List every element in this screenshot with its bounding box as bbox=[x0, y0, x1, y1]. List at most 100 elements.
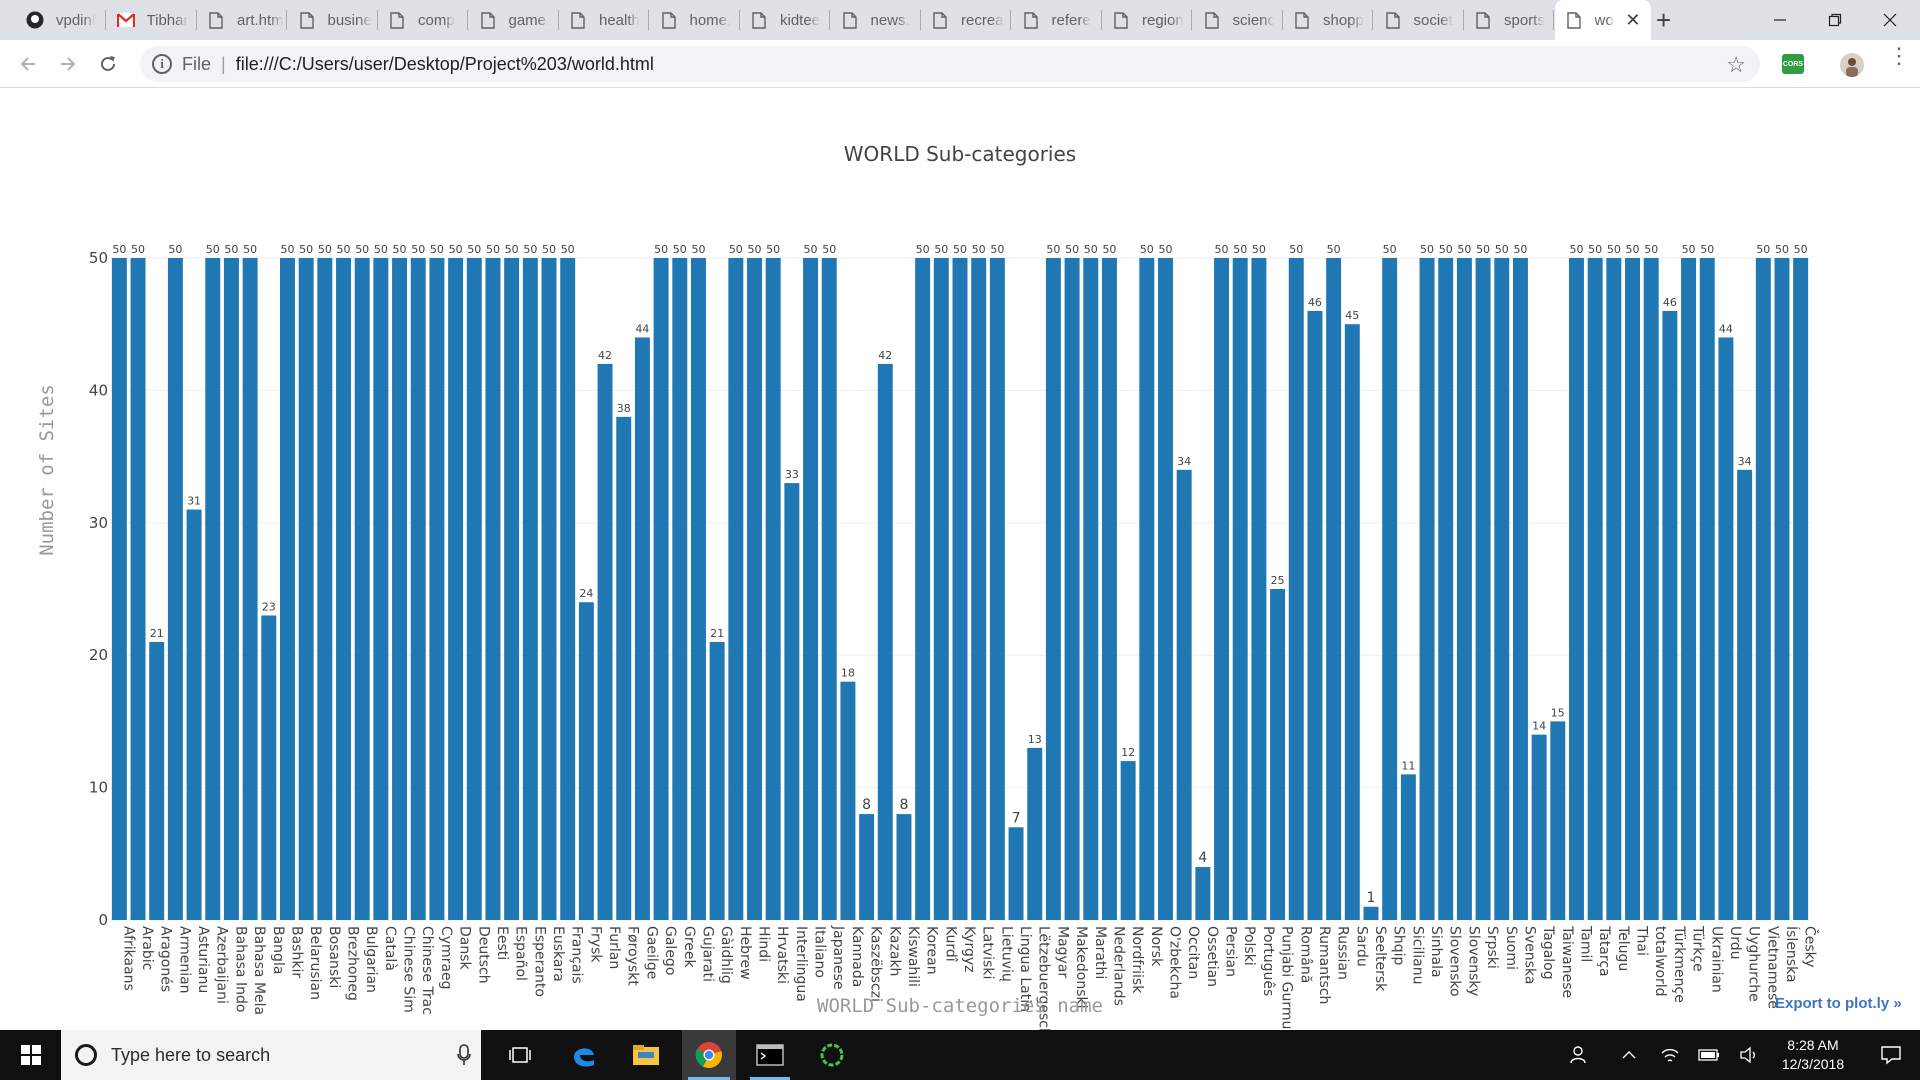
clock-button[interactable]: 8:28 AM 12/3/2018 bbox=[1770, 1030, 1856, 1080]
bar-value-label: 50 bbox=[131, 243, 145, 256]
bar bbox=[1494, 258, 1510, 920]
page-icon bbox=[1203, 11, 1221, 29]
bar bbox=[1531, 734, 1547, 920]
browser-tab[interactable]: comp bbox=[378, 0, 468, 40]
browser-tab[interactable]: kidtee bbox=[740, 0, 830, 40]
bar-value-label: 15 bbox=[1551, 706, 1565, 719]
x-tick-label: Korean bbox=[924, 926, 940, 975]
browser-tab[interactable]: home. bbox=[650, 0, 740, 40]
bar bbox=[1587, 258, 1603, 920]
network-button[interactable] bbox=[1655, 1030, 1685, 1080]
bar-value-label: 50 bbox=[1102, 243, 1116, 256]
browser-tab[interactable]: Tibhar bbox=[107, 0, 197, 40]
browser-tab[interactable]: game. bbox=[469, 0, 559, 40]
browser-tab[interactable]: region bbox=[1102, 0, 1192, 40]
edge-browser-icon bbox=[574, 1048, 594, 1067]
bar bbox=[1139, 258, 1155, 920]
battery-button[interactable] bbox=[1694, 1030, 1724, 1080]
address-scheme: File bbox=[182, 53, 212, 74]
tab-close-icon[interactable]: ✕ bbox=[1625, 9, 1641, 30]
new-tab-button[interactable]: + bbox=[1656, 5, 1672, 35]
x-tick-label: Azerbaijani bbox=[214, 926, 230, 1004]
browser-tab[interactable]: sports bbox=[1464, 0, 1554, 40]
bar-value-label: 50 bbox=[505, 243, 519, 256]
forward-button[interactable] bbox=[52, 48, 84, 80]
microphone-icon[interactable] bbox=[457, 1044, 471, 1066]
tab-separator bbox=[738, 10, 740, 30]
bar bbox=[1550, 721, 1566, 920]
page-icon bbox=[569, 11, 587, 29]
browser-tab[interactable]: refere bbox=[1012, 0, 1102, 40]
browser-tab-strip: vpdin! Tibhar art.htm busine comp game. health… bbox=[0, 0, 1920, 40]
export-to-plotly-link[interactable]: Export to plot.ly » bbox=[1775, 995, 1902, 1012]
address-bar[interactable]: i File | file:///C:/Users/user/Desktop/P… bbox=[140, 46, 1760, 82]
people-button[interactable] bbox=[1565, 1030, 1595, 1080]
browser-tab[interactable]: wo ✕ bbox=[1554, 0, 1651, 40]
taskbar-chrome-button[interactable] bbox=[682, 1030, 736, 1080]
start-button[interactable] bbox=[0, 1030, 61, 1080]
browser-tab[interactable]: news. bbox=[831, 0, 921, 40]
x-tick-label: Interlingua bbox=[793, 926, 809, 1002]
browser-tab[interactable]: societ bbox=[1374, 0, 1464, 40]
back-button[interactable] bbox=[12, 48, 44, 80]
bar-value-label: 50 bbox=[1513, 243, 1527, 256]
close-window-button[interactable] bbox=[1860, 0, 1920, 40]
x-tick-label: Urdu bbox=[1727, 926, 1743, 960]
action-center-button[interactable] bbox=[1866, 1030, 1916, 1080]
reload-button[interactable] bbox=[92, 48, 124, 80]
bar-value-label: 50 bbox=[1252, 243, 1266, 256]
bar bbox=[317, 258, 333, 920]
github-icon bbox=[26, 11, 44, 29]
taskbar-file-explorer-button[interactable] bbox=[620, 1030, 672, 1080]
data-label-layer: 50 50 21 50 31 50 50 50 23 50 50 50 50 50 50 50 50 50 50 50… bbox=[112, 243, 1807, 906]
minimize-button[interactable] bbox=[1750, 0, 1810, 40]
cors-extension-icon[interactable]: CORS bbox=[1782, 54, 1804, 74]
bar-value-label: 50 bbox=[224, 243, 238, 256]
x-tick-label: Català bbox=[382, 926, 398, 971]
tab-label: vpdin! bbox=[56, 11, 97, 29]
browser-menu-icon[interactable]: ⋮ bbox=[1888, 43, 1910, 68]
browser-tab[interactable]: art.htm bbox=[197, 0, 287, 40]
bar bbox=[1400, 774, 1416, 920]
restore-icon bbox=[1828, 13, 1842, 27]
bookmark-star-icon[interactable]: ☆ bbox=[1726, 52, 1746, 77]
x-tick-label: Asturianu bbox=[195, 926, 211, 993]
browser-tab[interactable]: vpdin! bbox=[16, 0, 106, 40]
restore-button[interactable] bbox=[1805, 0, 1865, 40]
x-tick-label: Türkçe bbox=[1690, 925, 1706, 972]
bar bbox=[1176, 469, 1192, 920]
x-tick-label: Euskara bbox=[550, 926, 566, 982]
task-view-button[interactable] bbox=[494, 1030, 546, 1080]
bar-value-label: 50 bbox=[430, 243, 444, 256]
taskbar-edge-button[interactable] bbox=[558, 1030, 610, 1080]
taskbar-app-button[interactable] bbox=[806, 1030, 858, 1080]
bar bbox=[1419, 258, 1435, 920]
bar bbox=[971, 258, 987, 920]
bar-value-label: 50 bbox=[1140, 243, 1154, 256]
browser-tab[interactable]: shopp bbox=[1283, 0, 1373, 40]
bar-value-label: 44 bbox=[1719, 322, 1733, 335]
bar-value-label: 13 bbox=[1028, 733, 1042, 746]
volume-button[interactable] bbox=[1734, 1030, 1764, 1080]
x-tick-label: Português bbox=[1260, 926, 1276, 996]
bar-value-label: 50 bbox=[990, 243, 1004, 256]
x-tick-label: Magyar bbox=[1054, 926, 1070, 978]
browser-tab[interactable]: busine bbox=[288, 0, 378, 40]
bar-value-label: 50 bbox=[449, 243, 463, 256]
x-tick-label: Tatarça bbox=[1596, 925, 1612, 977]
bar bbox=[1214, 258, 1230, 920]
browser-tab[interactable]: recrea bbox=[921, 0, 1011, 40]
address-url[interactable]: file:///C:/Users/user/Desktop/Project%20… bbox=[235, 53, 654, 74]
browser-tab[interactable]: scienc bbox=[1193, 0, 1283, 40]
bar bbox=[504, 258, 520, 920]
address-divider: | bbox=[221, 53, 226, 74]
browser-tab[interactable]: health bbox=[559, 0, 649, 40]
profile-avatar[interactable] bbox=[1840, 53, 1864, 77]
show-hidden-icons-button[interactable] bbox=[1612, 1030, 1646, 1080]
taskbar-terminal-button[interactable] bbox=[744, 1030, 796, 1080]
info-icon[interactable]: i bbox=[152, 54, 172, 74]
bar-value-label: 50 bbox=[1084, 243, 1098, 256]
tab-label: societ bbox=[1413, 11, 1453, 29]
taskbar-search-box[interactable]: Type here to search bbox=[61, 1030, 481, 1080]
bar-value-label: 50 bbox=[1420, 243, 1434, 256]
